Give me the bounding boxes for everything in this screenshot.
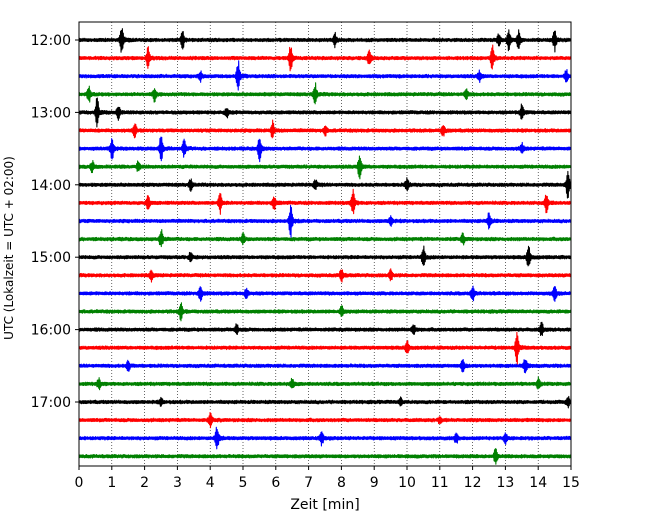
x-tick-label: 6: [271, 475, 280, 491]
x-tick-label: 15: [562, 475, 580, 491]
trace-line: [78, 302, 572, 322]
trace-line: [78, 60, 572, 91]
trace-line: [78, 331, 572, 365]
trace-line: [78, 136, 572, 163]
x-tick-label: 0: [75, 475, 84, 491]
trace-line: [78, 358, 572, 374]
trace-line: [78, 395, 572, 409]
x-tick-label: 1: [107, 475, 116, 491]
x-axis-ticks: 0 1 2 3 4 5 6 7 8 9 10 11 12 13 14 15: [75, 466, 580, 491]
trace-group: [78, 28, 572, 465]
trace-line: [78, 412, 572, 429]
x-grid: [111, 22, 539, 466]
trace-line: [78, 82, 572, 105]
x-tick-label: 8: [337, 475, 346, 491]
x-tick-label: 13: [496, 475, 514, 491]
trace-line: [78, 97, 572, 128]
trace-line: [78, 188, 572, 215]
trace-line: [78, 28, 572, 53]
trace-line: [78, 285, 572, 302]
y-axis-label: UTC (Lokalzeit = UTC + 02:00): [2, 156, 16, 340]
trace-line: [78, 376, 572, 391]
trace-line: [78, 119, 572, 139]
trace-line: [78, 321, 572, 337]
trace-line: [78, 170, 572, 199]
y-tick-label: 15:00: [31, 250, 71, 266]
y-tick-label: 14:00: [31, 178, 71, 194]
x-tick-label: 12: [464, 475, 482, 491]
trace-line: [78, 268, 572, 283]
y-tick-label: 13:00: [31, 105, 71, 121]
y-tick-label: 17:00: [31, 395, 71, 411]
trace-line: [78, 448, 572, 465]
x-tick-label: 3: [173, 475, 182, 491]
trace-line: [78, 155, 572, 180]
trace-line: [78, 204, 572, 238]
x-tick-label: 7: [304, 475, 313, 491]
x-tick-label: 11: [431, 475, 449, 491]
x-tick-label: 10: [398, 475, 416, 491]
trace-line: [78, 426, 572, 450]
x-tick-label: 2: [140, 475, 149, 491]
plot-background: [79, 22, 571, 466]
trace-line: [78, 229, 572, 248]
plot-frame: [78, 21, 572, 467]
y-tick-label: 12:00: [31, 33, 71, 49]
x-tick-label: 4: [206, 475, 215, 491]
x-tick-label: 9: [370, 475, 379, 491]
y-tick-label: 16:00: [31, 323, 71, 339]
trace-line: [78, 245, 572, 267]
x-tick-label: 5: [239, 475, 248, 491]
x-tick-label: 14: [529, 475, 547, 491]
y-axis-ticks: 12:00 13:00 14:00 15:00 16:00 17:00: [31, 33, 79, 411]
x-axis-label: Zeit [min]: [290, 497, 359, 513]
trace-line: [78, 44, 572, 72]
